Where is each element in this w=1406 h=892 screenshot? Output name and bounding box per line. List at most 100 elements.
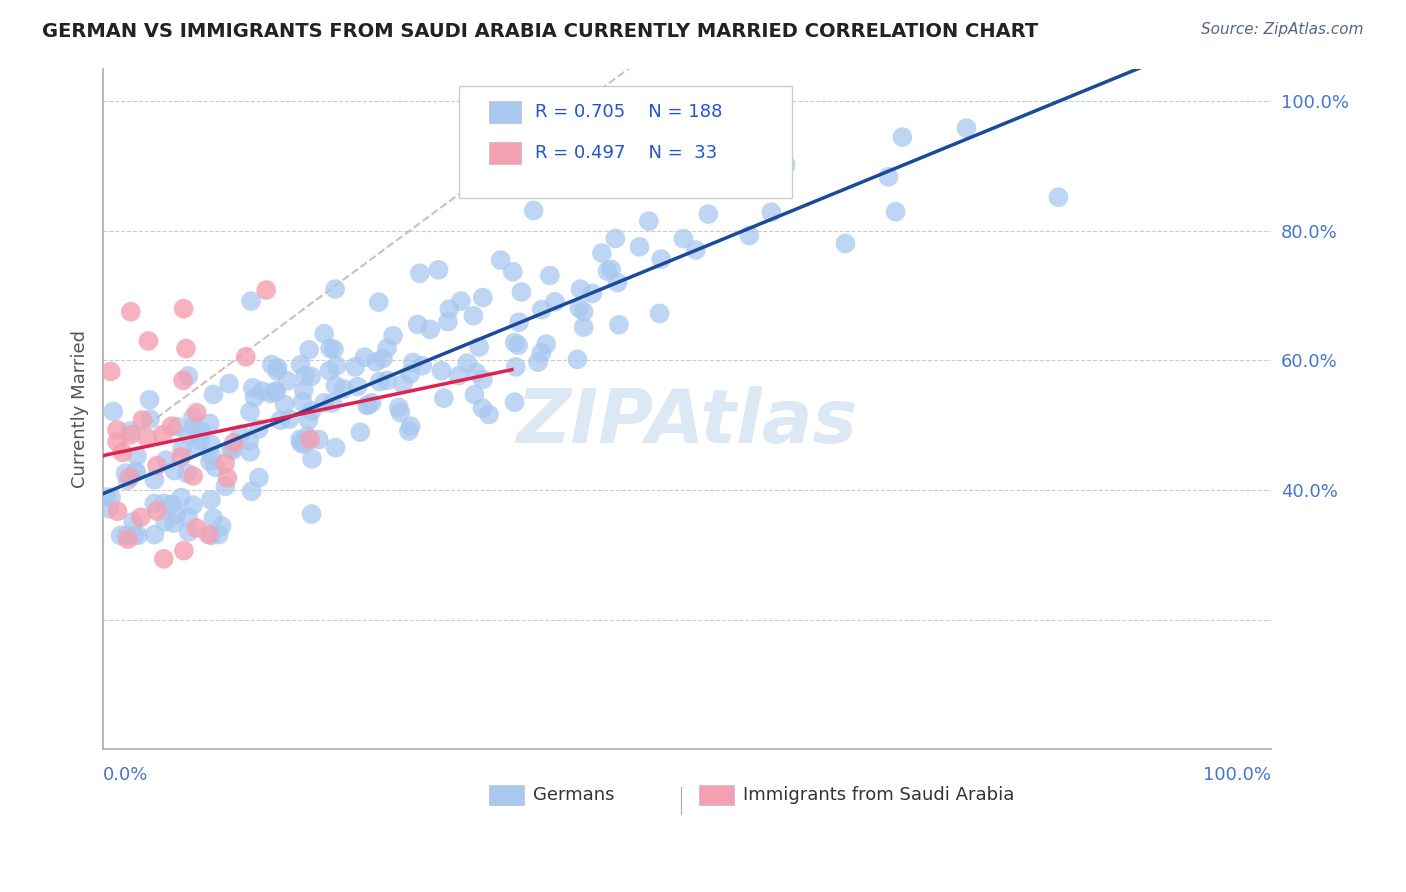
Point [122,515,145,529]
Point [433,391,456,405]
Point [117,474,139,488]
Point [276,374,298,388]
Point [197,527,219,541]
Point [219,442,242,457]
Point [114,466,136,480]
Point [143,527,166,541]
Point [697,207,720,221]
Point [273,397,295,411]
Point [186,406,208,420]
Point [177,368,200,383]
Point [200,437,222,451]
Point [138,334,160,348]
Point [125,465,148,479]
Point [314,326,336,341]
Point [314,396,336,410]
Point [105,423,128,437]
Point [269,413,291,427]
Point [204,460,226,475]
Point [240,484,263,499]
Point [606,276,628,290]
Point [155,453,177,467]
Point [177,510,200,524]
Point [299,433,322,447]
Point [437,315,460,329]
Point [891,130,914,145]
Point [572,320,595,334]
Point [188,433,211,447]
Point [530,302,553,317]
Point [506,338,529,352]
Point [637,214,659,228]
Point [183,420,205,434]
Point [884,204,907,219]
Point [259,386,281,401]
Point [298,343,321,357]
Point [738,228,761,243]
Point [292,383,315,397]
Point [399,419,422,434]
Point [247,422,270,436]
Point [332,382,354,396]
Point [117,532,139,546]
Point [510,285,533,299]
Text: GERMAN VS IMMIGRANTS FROM SAUDI ARABIA CURRENTLY MARRIED CORRELATION CHART: GERMAN VS IMMIGRANTS FROM SAUDI ARABIA C… [42,22,1039,41]
Point [775,158,797,172]
Point [567,352,589,367]
Point [252,384,274,398]
FancyBboxPatch shape [488,785,523,805]
Point [375,341,398,355]
Point [186,521,208,535]
Point [544,294,567,309]
Point [600,262,623,277]
Point [240,294,263,309]
Point [502,265,524,279]
Point [301,507,323,521]
Point [398,424,420,438]
Point [105,434,128,449]
Point [325,441,347,455]
Point [297,429,319,443]
Point [503,335,526,350]
Point [146,504,169,518]
Point [222,436,245,450]
Point [120,304,142,318]
Point [591,246,613,260]
Point [186,440,208,454]
Point [163,516,186,530]
Point [468,340,491,354]
Point [170,450,193,464]
Point [463,387,485,401]
Text: Immigrants from Saudi Arabia: Immigrants from Saudi Arabia [744,786,1015,804]
Point [131,413,153,427]
Point [325,378,347,392]
Point [266,360,288,375]
Point [367,295,389,310]
Point [596,264,619,278]
Point [174,342,197,356]
Point [523,203,546,218]
Point [672,232,695,246]
Point [290,432,312,446]
Point [572,304,595,318]
Point [344,359,367,374]
Point [356,398,378,412]
Point [143,473,166,487]
Point [447,368,470,383]
Point [152,551,174,566]
Point [211,519,233,533]
Point [759,177,782,191]
Point [581,286,603,301]
Point [264,384,287,398]
Point [346,379,368,393]
Point [471,401,494,416]
Point [97,501,120,516]
Point [110,528,132,542]
Point [685,243,707,257]
Point [221,443,243,458]
Point [389,406,412,420]
Point [247,470,270,484]
Point [439,301,461,316]
Point [294,368,316,383]
Point [648,306,671,320]
